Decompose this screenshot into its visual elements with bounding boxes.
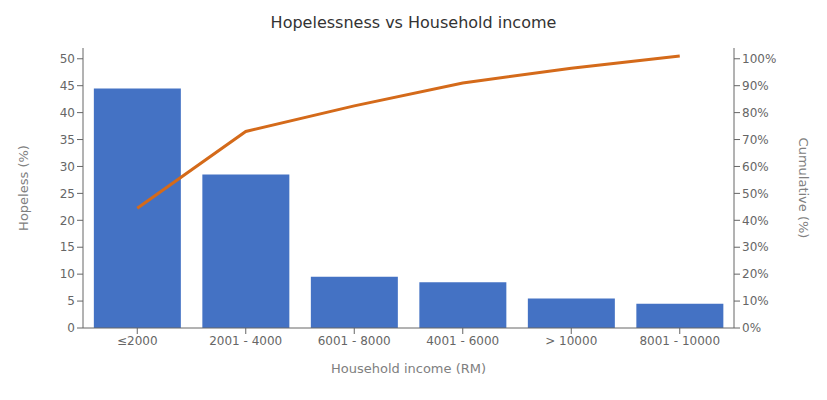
svg-text:8001 - 10000: 8001 - 10000: [639, 334, 720, 348]
svg-text:80%: 80%: [742, 106, 769, 120]
svg-text:40%: 40%: [742, 214, 769, 228]
svg-text:10%: 10%: [742, 294, 769, 308]
svg-text:45: 45: [60, 79, 75, 93]
svg-text:> 10000: > 10000: [545, 334, 597, 348]
svg-text:60%: 60%: [742, 160, 769, 174]
svg-text:70%: 70%: [742, 133, 769, 147]
svg-text:2001 - 4000: 2001 - 4000: [209, 334, 282, 348]
svg-text:≤2000: ≤2000: [117, 334, 158, 348]
svg-text:4001 - 6000: 4001 - 6000: [426, 334, 499, 348]
svg-text:0: 0: [67, 321, 75, 335]
svg-text:6001 - 8000: 6001 - 8000: [318, 334, 391, 348]
svg-text:30%: 30%: [742, 240, 769, 254]
svg-text:40: 40: [60, 106, 75, 120]
svg-text:50: 50: [60, 52, 75, 66]
svg-text:20%: 20%: [742, 267, 769, 281]
svg-text:Household income (RM): Household income (RM): [331, 361, 486, 376]
html-text:Hopelessness vs Household inco: Hopelessness vs Household income: [270, 13, 557, 32]
svg-text:100%: 100%: [742, 52, 776, 66]
svg-text:5: 5: [67, 294, 75, 308]
svg-text:Hopeless (%): Hopeless (%): [16, 145, 31, 231]
svg-text:30: 30: [60, 160, 75, 174]
svg-text:50%: 50%: [742, 187, 769, 201]
svg-text:0%: 0%: [742, 321, 761, 335]
svg-text:15: 15: [60, 240, 75, 254]
svg-text:35: 35: [60, 133, 75, 147]
svg-text:20: 20: [60, 214, 75, 228]
svg-text:10: 10: [60, 267, 75, 281]
svg-text:90%: 90%: [742, 79, 769, 93]
svg-text:25: 25: [60, 187, 75, 201]
svg-text:Cumulative (%): Cumulative (%): [796, 138, 811, 239]
